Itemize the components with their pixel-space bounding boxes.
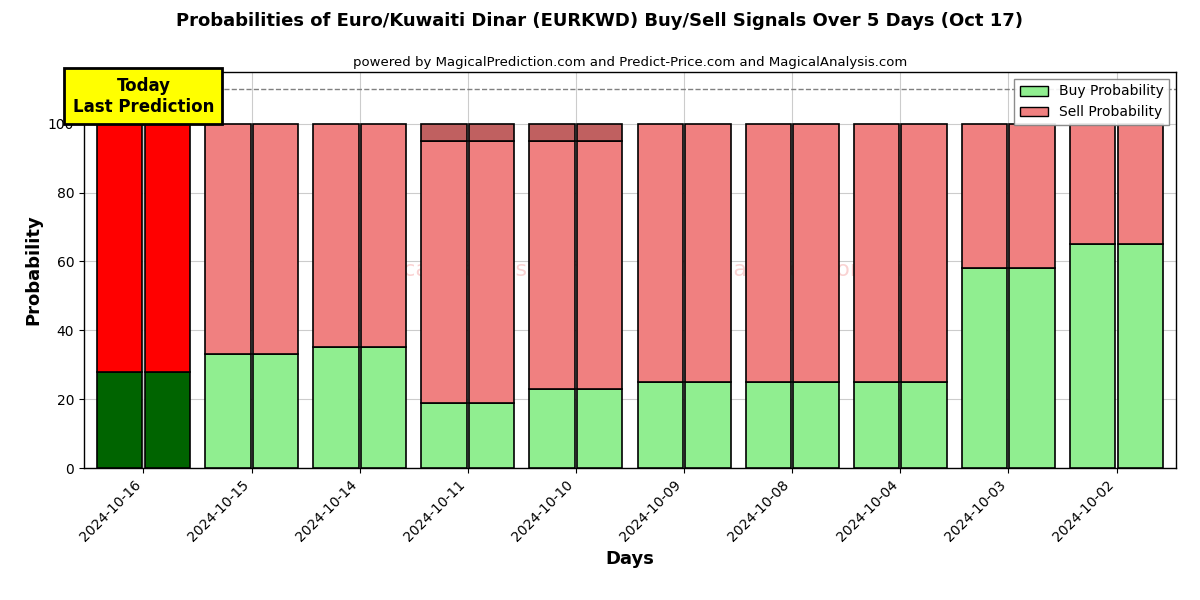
Bar [637,124,683,382]
Bar [901,382,947,468]
Bar [1070,124,1116,244]
Bar [97,371,143,468]
Title: powered by MagicalPrediction.com and Predict-Price.com and MagicalAnalysis.com: powered by MagicalPrediction.com and Pre… [353,56,907,70]
Bar [421,141,467,403]
Bar [793,382,839,468]
X-axis label: Days: Days [606,550,654,568]
Bar [253,355,298,468]
Bar [529,141,575,389]
Y-axis label: Probability: Probability [24,215,42,325]
Bar [469,124,515,141]
Bar [421,403,467,468]
Legend: Buy Probability, Sell Probability: Buy Probability, Sell Probability [1014,79,1169,125]
Bar [313,124,359,347]
Bar [745,124,791,382]
Bar [144,371,190,468]
Bar [577,124,623,141]
Bar [1117,244,1163,468]
Bar [313,347,359,468]
Bar [529,389,575,468]
Bar [901,124,947,382]
Bar [685,124,731,382]
Bar [577,389,623,468]
Bar [205,355,251,468]
Bar [962,268,1007,468]
Bar [469,403,515,468]
Text: Probabilities of Euro/Kuwaiti Dinar (EURKWD) Buy/Sell Signals Over 5 Days (Oct 1: Probabilities of Euro/Kuwaiti Dinar (EUR… [176,12,1024,30]
Bar [469,141,515,403]
Bar [529,124,575,141]
Bar [144,124,190,371]
Text: Today
Last Prediction: Today Last Prediction [73,77,214,116]
Bar [577,141,623,389]
Bar [205,124,251,355]
Text: MagicalPrediction.com: MagicalPrediction.com [668,260,919,280]
Bar [253,124,298,355]
Bar [1009,124,1055,268]
Bar [854,124,899,382]
Bar [637,382,683,468]
Bar [745,382,791,468]
Bar [1070,244,1116,468]
Bar [361,124,406,347]
Bar [1009,268,1055,468]
Bar [421,124,467,141]
Bar [685,382,731,468]
Bar [793,124,839,382]
Bar [97,124,143,371]
Bar [854,382,899,468]
Bar [962,124,1007,268]
Bar [1117,124,1163,244]
Text: MagicalAnalysis.com: MagicalAnalysis.com [350,260,582,280]
Bar [361,347,406,468]
